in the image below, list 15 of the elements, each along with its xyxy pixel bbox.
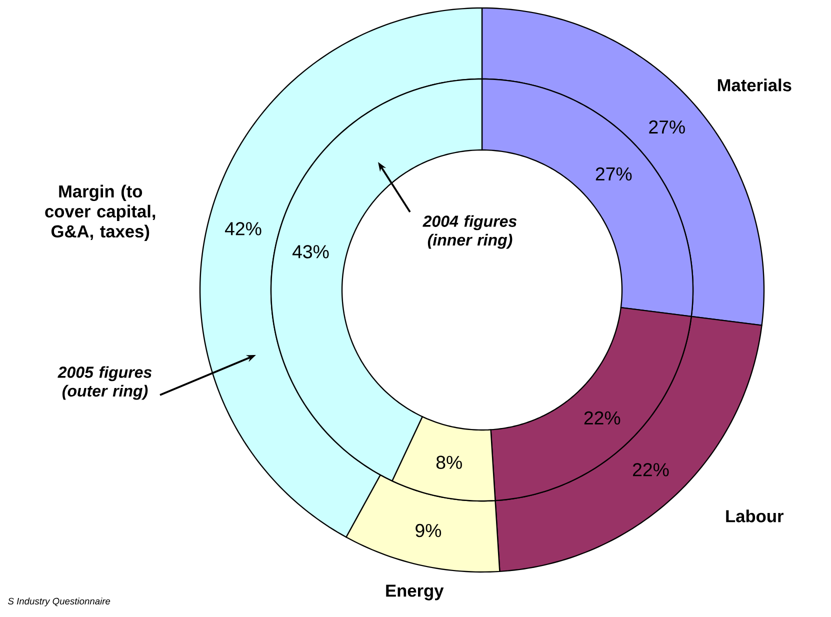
text: S Industry Questionnaire [8, 598, 110, 606]
text: 2004 figures (inner ring) [422, 215, 517, 249]
data-label: 43% [292, 245, 329, 258]
data-label: 22% [633, 463, 669, 476]
slice-label: Labour [726, 510, 784, 522]
data-label: 22% [584, 411, 620, 424]
data-label: 42% [224, 222, 262, 236]
slice-label: Energy [386, 584, 444, 600]
text: 2005 figures (outer ring) [58, 366, 152, 400]
slice-label: Margin (to cover capital, G&A, taxes) [45, 184, 156, 241]
data-label: 9% [416, 524, 442, 538]
data-label: 27% [596, 167, 632, 180]
data-label: 8% [436, 456, 462, 469]
data-label: 27% [649, 120, 685, 134]
slice-label: Materials [718, 78, 792, 92]
